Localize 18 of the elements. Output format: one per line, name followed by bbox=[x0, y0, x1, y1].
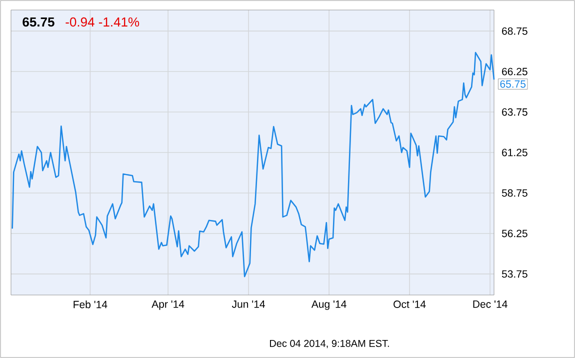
x-tick-label: Oct '14 bbox=[394, 300, 426, 308]
x-tick-label: Dec '14 bbox=[473, 300, 508, 308]
x-tick-label: Jun '14 bbox=[232, 300, 265, 308]
y-tick-label: 68.75 bbox=[502, 27, 528, 35]
line-series bbox=[12, 52, 495, 278]
y-tick-label: 56.25 bbox=[502, 230, 528, 238]
y-tick-label: 66.25 bbox=[502, 68, 528, 76]
x-tick-label: Apr '14 bbox=[152, 300, 184, 310]
chart-title: 65.75 bbox=[22, 17, 54, 27]
y-tick-label: 58.75 bbox=[502, 189, 528, 197]
y-tick-label: 61.25 bbox=[502, 148, 528, 156]
x-tick-label: Feb '14 bbox=[74, 300, 108, 308]
text: Dec 04 2014, 9:18AM EST. bbox=[270, 340, 389, 348]
y-tick-label: 63.75 bbox=[502, 108, 528, 116]
y-tick-label: 53.75 bbox=[502, 270, 528, 278]
annotation: 65.75 bbox=[500, 80, 526, 88]
chart-subtitle: -0.94 -1.41% bbox=[66, 17, 140, 27]
x-tick-label: Aug '14 bbox=[311, 300, 346, 310]
